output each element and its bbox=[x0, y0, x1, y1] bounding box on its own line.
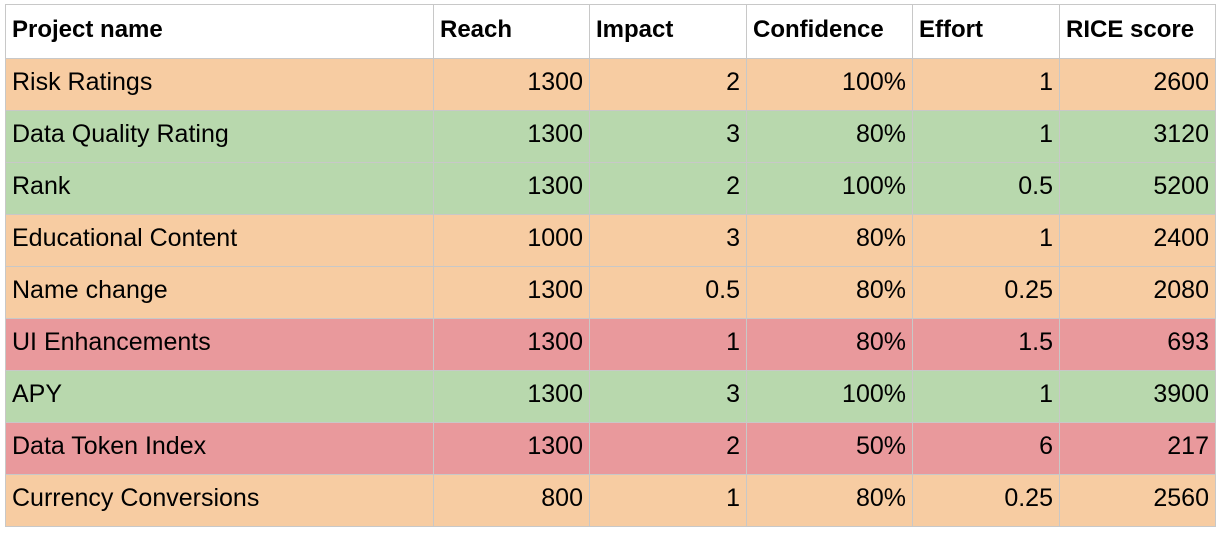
cell-effort[interactable]: 0.5 bbox=[912, 162, 1060, 215]
cell-rice-score[interactable]: 2600 bbox=[1059, 58, 1216, 111]
cell-confidence[interactable]: 80% bbox=[746, 266, 913, 319]
header-cell-project-name[interactable]: Project name bbox=[5, 4, 434, 59]
cell-project-name[interactable]: Risk Ratings bbox=[5, 58, 434, 111]
header-cell-effort[interactable]: Effort bbox=[912, 4, 1060, 59]
cell-rice-score[interactable]: 5200 bbox=[1059, 162, 1216, 215]
rice-table: Project name Reach Impact Confidence Eff… bbox=[5, 4, 1216, 527]
cell-rice-score[interactable]: 3900 bbox=[1059, 370, 1216, 423]
cell-impact[interactable]: 3 bbox=[589, 214, 747, 267]
cell-project-name[interactable]: Rank bbox=[5, 162, 434, 215]
cell-effort[interactable]: 1 bbox=[912, 214, 1060, 267]
cell-effort[interactable]: 1.5 bbox=[912, 318, 1060, 371]
cell-reach[interactable]: 1300 bbox=[433, 110, 590, 163]
table-row: UI Enhancements 1300 1 80% 1.5 693 bbox=[5, 318, 1216, 371]
cell-impact[interactable]: 2 bbox=[589, 162, 747, 215]
cell-effort[interactable]: 6 bbox=[912, 422, 1060, 475]
cell-reach[interactable]: 1000 bbox=[433, 214, 590, 267]
cell-rice-score[interactable]: 2400 bbox=[1059, 214, 1216, 267]
table-row: APY 1300 3 100% 1 3900 bbox=[5, 370, 1216, 423]
cell-impact[interactable]: 1 bbox=[589, 318, 747, 371]
cell-effort[interactable]: 0.25 bbox=[912, 474, 1060, 527]
cell-reach[interactable]: 800 bbox=[433, 474, 590, 527]
cell-project-name[interactable]: Data Token Index bbox=[5, 422, 434, 475]
cell-rice-score[interactable]: 2080 bbox=[1059, 266, 1216, 319]
cell-confidence[interactable]: 80% bbox=[746, 110, 913, 163]
cell-effort[interactable]: 1 bbox=[912, 58, 1060, 111]
cell-impact[interactable]: 3 bbox=[589, 370, 747, 423]
header-cell-reach[interactable]: Reach bbox=[433, 4, 590, 59]
cell-project-name[interactable]: Currency Conversions bbox=[5, 474, 434, 527]
cell-reach[interactable]: 1300 bbox=[433, 422, 590, 475]
cell-confidence[interactable]: 80% bbox=[746, 474, 913, 527]
cell-impact[interactable]: 0.5 bbox=[589, 266, 747, 319]
table-row: Data Quality Rating 1300 3 80% 1 3120 bbox=[5, 110, 1216, 163]
cell-project-name[interactable]: Data Quality Rating bbox=[5, 110, 434, 163]
spreadsheet-grid: Project name Reach Impact Confidence Eff… bbox=[5, 4, 1216, 527]
cell-confidence[interactable]: 50% bbox=[746, 422, 913, 475]
header-cell-impact[interactable]: Impact bbox=[589, 4, 747, 59]
cell-rice-score[interactable]: 2560 bbox=[1059, 474, 1216, 527]
header-cell-confidence[interactable]: Confidence bbox=[746, 4, 913, 59]
cell-confidence[interactable]: 100% bbox=[746, 162, 913, 215]
table-row: Name change 1300 0.5 80% 0.25 2080 bbox=[5, 266, 1216, 319]
cell-impact[interactable]: 2 bbox=[589, 58, 747, 111]
cell-impact[interactable]: 3 bbox=[589, 110, 747, 163]
cell-effort[interactable]: 1 bbox=[912, 110, 1060, 163]
cell-project-name[interactable]: APY bbox=[5, 370, 434, 423]
cell-confidence[interactable]: 80% bbox=[746, 214, 913, 267]
cell-reach[interactable]: 1300 bbox=[433, 318, 590, 371]
cell-reach[interactable]: 1300 bbox=[433, 58, 590, 111]
cell-effort[interactable]: 0.25 bbox=[912, 266, 1060, 319]
cell-impact[interactable]: 2 bbox=[589, 422, 747, 475]
cell-reach[interactable]: 1300 bbox=[433, 266, 590, 319]
cell-project-name[interactable]: Name change bbox=[5, 266, 434, 319]
cell-project-name[interactable]: Educational Content bbox=[5, 214, 434, 267]
cell-confidence[interactable]: 100% bbox=[746, 370, 913, 423]
cell-rice-score[interactable]: 693 bbox=[1059, 318, 1216, 371]
table-row: Risk Ratings 1300 2 100% 1 2600 bbox=[5, 58, 1216, 111]
cell-effort[interactable]: 1 bbox=[912, 370, 1060, 423]
cell-reach[interactable]: 1300 bbox=[433, 370, 590, 423]
cell-rice-score[interactable]: 3120 bbox=[1059, 110, 1216, 163]
cell-confidence[interactable]: 80% bbox=[746, 318, 913, 371]
table-row: Rank 1300 2 100% 0.5 5200 bbox=[5, 162, 1216, 215]
table-row: Data Token Index 1300 2 50% 6 217 bbox=[5, 422, 1216, 475]
cell-confidence[interactable]: 100% bbox=[746, 58, 913, 111]
cell-rice-score[interactable]: 217 bbox=[1059, 422, 1216, 475]
header-cell-rice-score[interactable]: RICE score bbox=[1059, 4, 1216, 59]
cell-project-name[interactable]: UI Enhancements bbox=[5, 318, 434, 371]
table-row: Educational Content 1000 3 80% 1 2400 bbox=[5, 214, 1216, 267]
cell-impact[interactable]: 1 bbox=[589, 474, 747, 527]
cell-reach[interactable]: 1300 bbox=[433, 162, 590, 215]
table-row: Currency Conversions 800 1 80% 0.25 2560 bbox=[5, 474, 1216, 527]
header-row: Project name Reach Impact Confidence Eff… bbox=[5, 4, 1216, 59]
